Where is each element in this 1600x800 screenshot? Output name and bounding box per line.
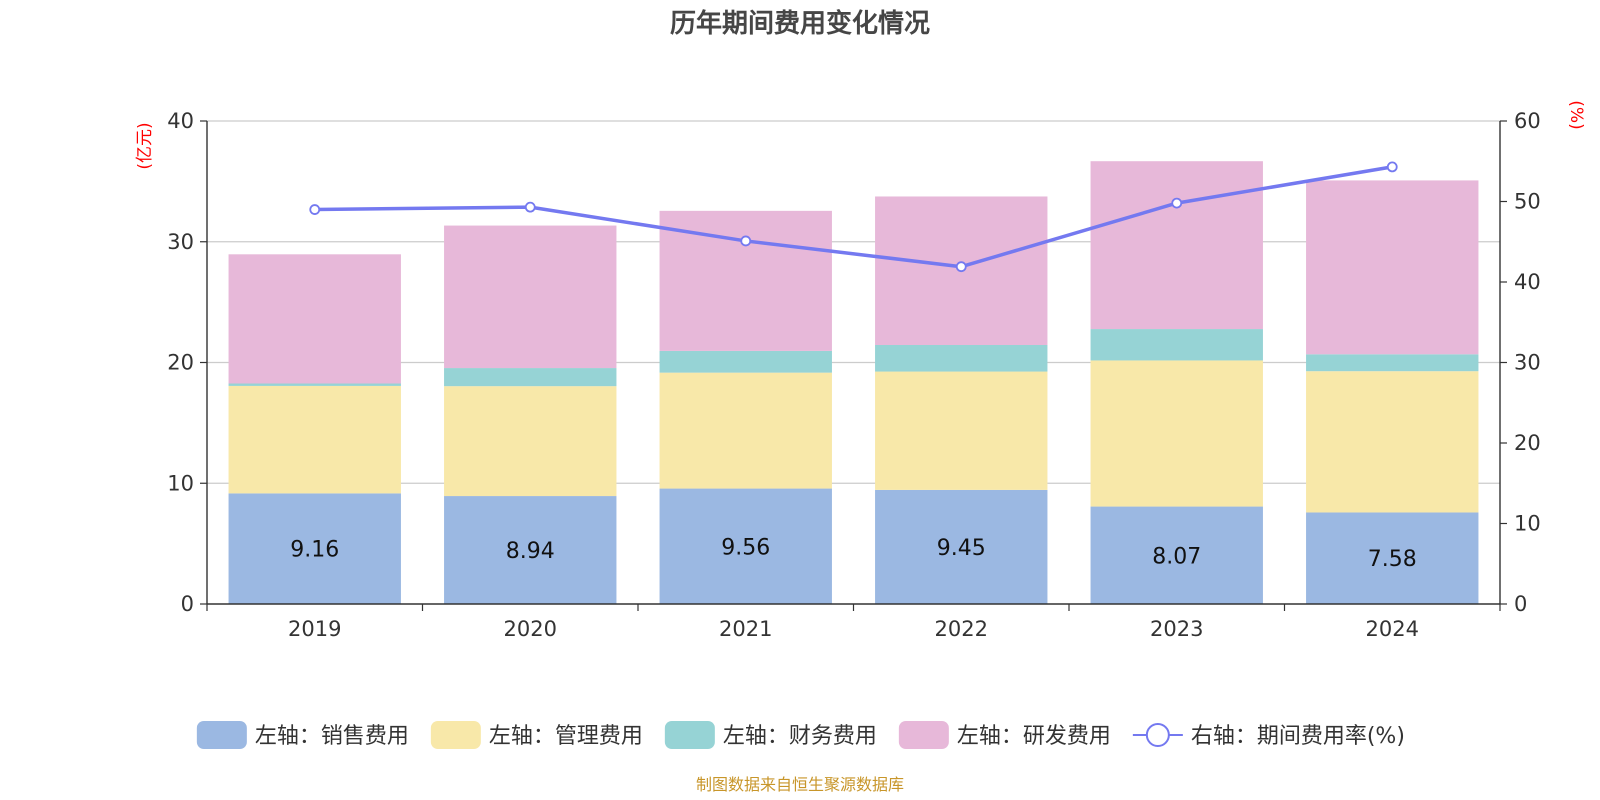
x-tick-label: 2019 <box>288 617 341 641</box>
legend-label: 左轴：研发费用 <box>957 724 1111 749</box>
x-tick-label: 2021 <box>719 617 772 641</box>
chart-title: 历年期间费用变化情况 <box>670 8 930 39</box>
bar-segment <box>1090 161 1263 330</box>
right-axis-unit: (%) <box>1566 100 1586 129</box>
data-label: 9.56 <box>721 535 770 560</box>
x-tick-label: 2020 <box>504 617 557 641</box>
bar-segment <box>1090 329 1263 361</box>
bar-segment <box>228 493 401 604</box>
legend-label: 左轴：财务费用 <box>723 724 877 749</box>
grid <box>207 120 1500 484</box>
bar-segment <box>659 488 832 604</box>
bar-segment <box>1090 506 1263 604</box>
data-label: 8.94 <box>506 539 555 564</box>
bars <box>228 161 1479 604</box>
bar-segment <box>659 350 832 373</box>
bar-segment <box>1306 512 1479 604</box>
bar-segment <box>444 386 617 497</box>
right-tick-label: 20 <box>1514 431 1541 455</box>
legend-swatch <box>196 721 247 749</box>
bar-segment <box>1090 360 1263 507</box>
legend-swatch <box>430 721 481 749</box>
ratio-point <box>309 204 321 215</box>
right-tick-label: 30 <box>1514 351 1541 375</box>
right-tick-label: 50 <box>1514 190 1541 214</box>
data-labels: 9.16 8.94 9.56 9.45 8.07 7.58 <box>290 535 1416 572</box>
bar-segment <box>444 496 617 604</box>
ratio-point <box>1171 197 1183 209</box>
bar-segment <box>875 489 1048 604</box>
left-tick-label: 30 <box>167 230 194 254</box>
right-tick-label: 40 <box>1514 270 1541 294</box>
bar-segment <box>1306 354 1479 372</box>
axes: 0 10 20 30 40 0 10 20 30 40 50 60 2019 2020 2021 2022 20… <box>167 109 1540 641</box>
ratio-line <box>309 161 1398 273</box>
bar-segment <box>659 210 832 351</box>
legend-label: 右轴：期间费用率(%) <box>1191 724 1405 749</box>
data-label: 7.58 <box>1368 547 1417 572</box>
legend-marker <box>1145 723 1170 747</box>
x-tick-label: 2022 <box>935 617 988 641</box>
ratio-point <box>1386 161 1398 173</box>
legend-label: 左轴：管理费用 <box>489 724 643 749</box>
source-note: 制图数据来自恒生聚源数据库 <box>696 775 904 794</box>
bar-segment <box>228 385 401 494</box>
legend-swatch <box>664 721 715 749</box>
bar-segment <box>875 371 1048 490</box>
left-tick-label: 0 <box>181 592 194 616</box>
x-tick-label: 2024 <box>1366 617 1419 641</box>
data-label: 8.07 <box>1152 544 1201 569</box>
ratio-line-path <box>314 165 1393 269</box>
bar-segment <box>444 225 617 369</box>
right-tick-label: 0 <box>1514 592 1527 616</box>
bar-segment <box>228 383 401 386</box>
right-tick-label: 60 <box>1514 109 1541 133</box>
legend-label: 左轴：销售费用 <box>255 724 409 749</box>
x-tick-label: 2023 <box>1150 617 1203 641</box>
left-tick-label: 20 <box>167 351 194 375</box>
bar-segment <box>444 368 617 387</box>
ratio-point <box>740 235 752 247</box>
left-tick-label: 40 <box>167 109 194 133</box>
bar-segment <box>659 372 832 489</box>
bar-segment <box>875 344 1048 372</box>
bar-segment <box>1306 180 1479 355</box>
legend-swatch <box>898 721 949 749</box>
left-tick-label: 10 <box>167 471 194 495</box>
data-label: 9.45 <box>937 536 986 561</box>
data-label: 9.16 <box>290 538 339 563</box>
left-axis-unit: (亿元) <box>135 122 155 169</box>
ratio-point <box>524 201 536 213</box>
bar-segment <box>228 254 401 384</box>
bar-segment <box>1306 371 1479 513</box>
ratio-point <box>955 261 967 273</box>
right-tick-label: 10 <box>1514 512 1541 536</box>
legend: 左轴：销售费用 左轴：管理费用 左轴：财务费用 左轴：研发费用 右轴：期间费用率(%) <box>196 721 1405 749</box>
